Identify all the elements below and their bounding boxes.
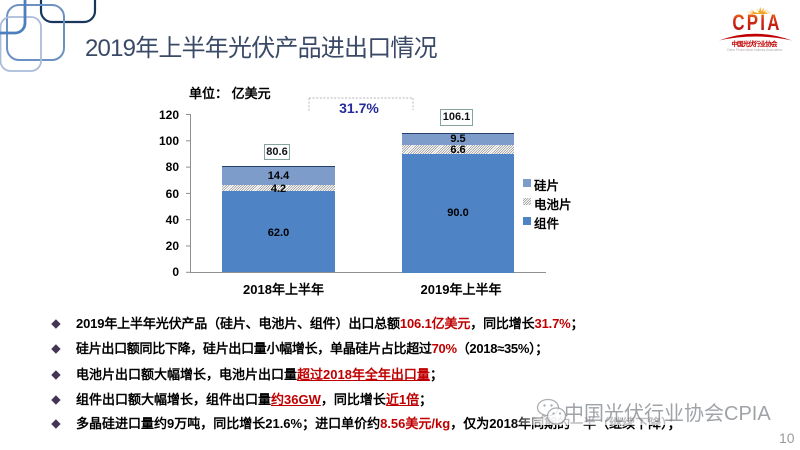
- svg-text:中国光伏行业协会: 中国光伏行业协会: [732, 39, 779, 48]
- svg-text:China Photovoltaic Industry As: China Photovoltaic Industry Association: [727, 48, 783, 52]
- svg-text:CPIA: CPIA: [732, 11, 781, 36]
